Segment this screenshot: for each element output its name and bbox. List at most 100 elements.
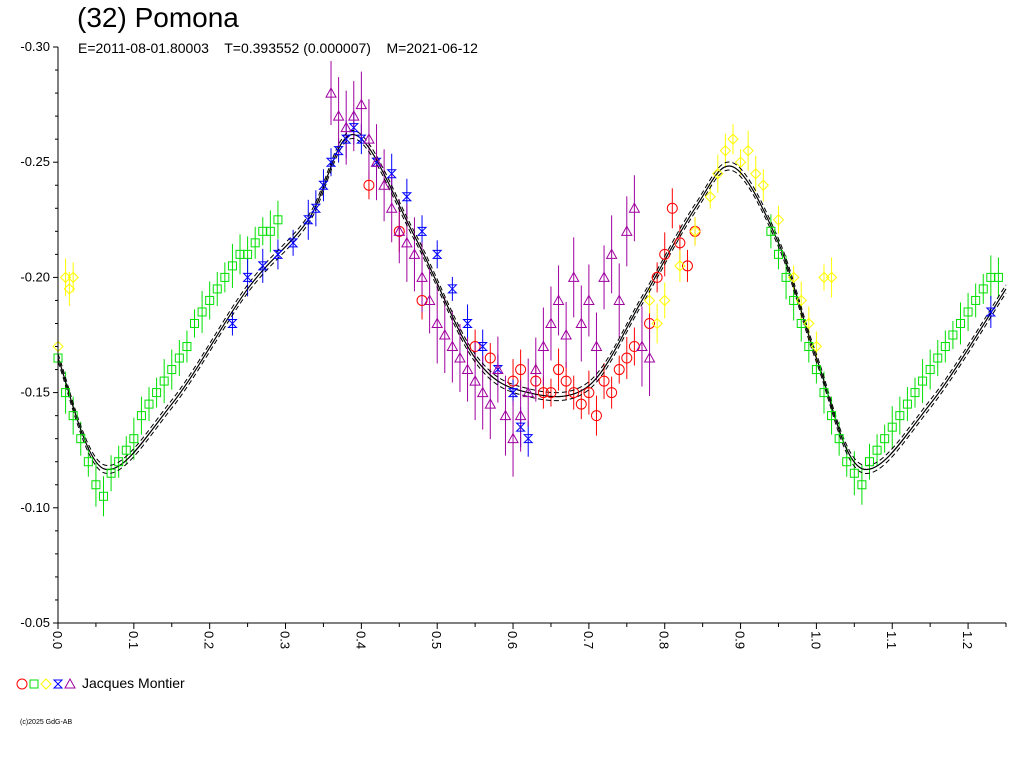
data-point-bowtie xyxy=(401,192,413,202)
data-point-square xyxy=(993,272,1003,282)
data-point-bowtie xyxy=(227,318,238,328)
data-point-square xyxy=(872,445,882,455)
data-point-bowtie xyxy=(515,422,526,432)
data-point-square xyxy=(243,249,253,259)
data-point-triangle xyxy=(393,225,406,236)
data-point-diamond xyxy=(67,271,79,284)
data-point-diamond xyxy=(643,294,656,307)
data-point-square xyxy=(265,226,275,236)
data-point-square xyxy=(819,388,829,398)
data-point-diamond xyxy=(689,225,701,238)
data-point-triangle xyxy=(628,202,641,213)
data-point-diamond xyxy=(59,271,72,284)
data-point-diamond xyxy=(825,271,838,284)
data-point-circle xyxy=(613,364,625,376)
data-point-triangle xyxy=(355,98,368,110)
data-point-square xyxy=(857,480,867,490)
data-point-triangle xyxy=(643,352,656,363)
data-point-triangle xyxy=(537,340,550,352)
data-point-diamond xyxy=(734,156,747,168)
fit-curve-upper xyxy=(57,130,1007,467)
data-point-bowtie xyxy=(507,388,519,398)
data-point-circle xyxy=(681,260,693,272)
data-point-bowtie xyxy=(242,272,253,282)
data-point-circle xyxy=(674,237,686,249)
data-point-square xyxy=(887,422,897,432)
data-point-square xyxy=(91,480,101,490)
data-point-diamond xyxy=(674,260,686,272)
data-point-square xyxy=(827,411,837,421)
data-point-triangle xyxy=(575,317,588,328)
data-point-circle xyxy=(484,352,496,364)
data-point-triangle xyxy=(461,363,474,375)
data-point-triangle xyxy=(590,340,603,352)
data-point-triangle xyxy=(446,340,459,352)
data-point-square xyxy=(68,411,78,421)
fit-curve-lower xyxy=(57,138,1007,475)
data-point-bowtie xyxy=(477,342,488,352)
x-tick-label: 0.8 xyxy=(657,631,672,649)
legend: Jacques Montier xyxy=(16,675,185,691)
data-point-triangle xyxy=(567,271,580,282)
data-point-square xyxy=(273,215,283,225)
data-point-square xyxy=(197,307,207,317)
data-point-diamond xyxy=(704,191,716,203)
data-point-diamond xyxy=(40,678,52,690)
data-point-square xyxy=(933,353,943,363)
data-point-diamond xyxy=(659,294,671,307)
data-point-bowtie xyxy=(985,307,997,317)
y-tick-label: -0.20 xyxy=(20,269,50,284)
data-point-bowtie xyxy=(272,249,284,259)
data-point-triangle xyxy=(332,110,345,121)
data-point-triangle xyxy=(484,398,497,409)
data-point-circle xyxy=(666,202,678,214)
data-point-triangle xyxy=(423,294,436,305)
data-point-square xyxy=(834,434,844,444)
data-point-circle xyxy=(583,387,595,399)
data-point-circle xyxy=(507,375,519,387)
data-point-triangle xyxy=(378,179,390,190)
data-point-triangle xyxy=(545,317,557,328)
data-point-diamond xyxy=(651,317,663,330)
data-point-diamond xyxy=(787,271,800,284)
data-point-circle xyxy=(606,387,618,399)
data-point-triangle xyxy=(636,340,648,352)
data-point-diamond xyxy=(772,214,785,226)
data-point-circle xyxy=(560,375,572,387)
data-point-bowtie xyxy=(523,434,534,444)
data-point-square xyxy=(144,399,154,409)
data-point-circle xyxy=(621,352,633,364)
data-point-triangle xyxy=(385,202,398,213)
data-point-square xyxy=(129,434,139,444)
data-point-bowtie xyxy=(431,249,443,259)
data-point-circle xyxy=(537,387,549,399)
data-point-bowtie xyxy=(333,146,344,156)
x-tick-label: 1.0 xyxy=(808,631,823,649)
x-tick-label: 0.4 xyxy=(353,631,368,649)
data-point-square xyxy=(766,226,776,236)
data-point-square xyxy=(895,411,905,421)
data-point-bowtie xyxy=(416,226,428,236)
data-point-circle xyxy=(553,364,565,376)
data-point-triangle xyxy=(560,328,572,340)
data-point-circle xyxy=(598,375,610,387)
data-point-triangle xyxy=(620,225,633,236)
data-point-triangle xyxy=(370,156,383,167)
data-point-square xyxy=(220,272,230,282)
x-tick-label: 0.2 xyxy=(202,631,217,649)
copyright-text: (c)2025 GdG-AB xyxy=(20,719,73,726)
data-point-triangle xyxy=(347,110,360,121)
data-point-triangle xyxy=(469,375,481,386)
data-point-triangle xyxy=(454,352,466,363)
data-point-circle xyxy=(568,387,580,399)
data-point-bowtie xyxy=(310,203,322,213)
data-point-square xyxy=(205,295,215,305)
data-point-circle xyxy=(590,410,602,422)
data-point-square xyxy=(227,261,237,271)
x-tick-label: 1.1 xyxy=(884,631,899,649)
data-point-square xyxy=(902,399,912,409)
data-point-square xyxy=(955,318,965,328)
x-tick-label: 0.7 xyxy=(581,631,596,649)
data-point-bowtie xyxy=(340,134,352,144)
data-point-diamond xyxy=(727,133,739,145)
